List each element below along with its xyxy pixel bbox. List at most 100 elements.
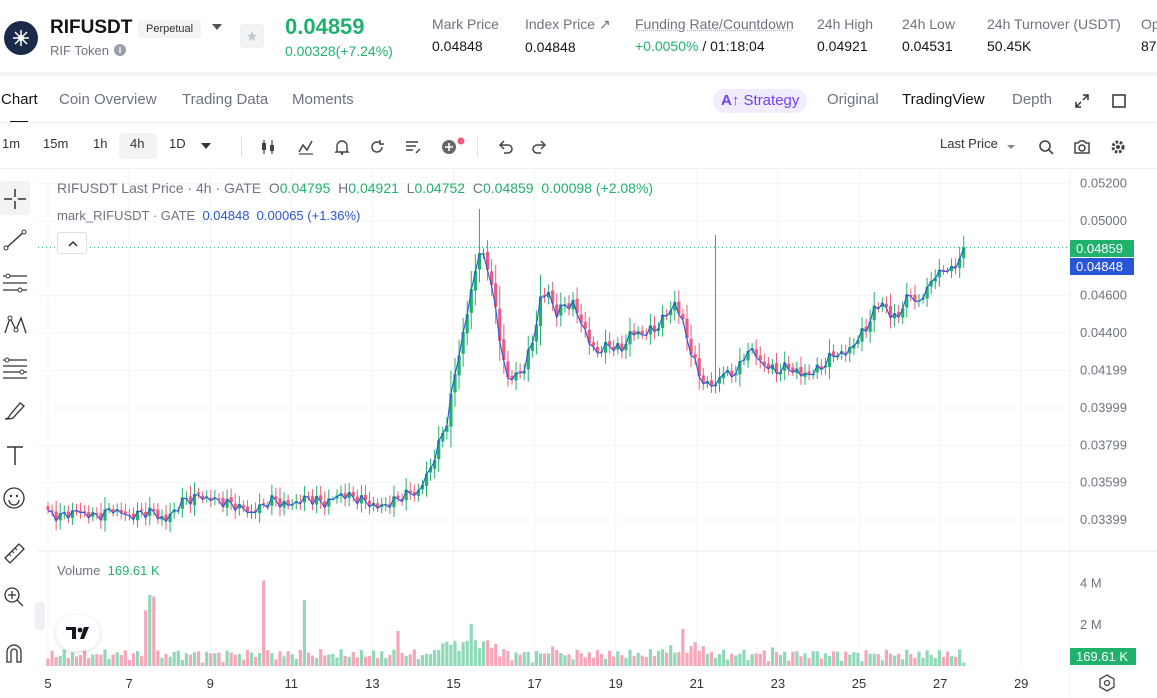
volume-bar [388, 654, 392, 666]
chevron-down-icon[interactable] [212, 24, 222, 30]
strategy-label: Strategy [743, 92, 800, 109]
window-icon[interactable] [1111, 93, 1127, 109]
volume-bar [840, 660, 844, 666]
tab-tradingview[interactable]: TradingView [902, 91, 985, 108]
camera-icon[interactable] [1073, 138, 1091, 156]
zoom-in-icon[interactable] [2, 585, 28, 609]
interval-4h[interactable]: 4h [130, 136, 145, 151]
fullscreen-icon[interactable] [1074, 93, 1090, 109]
time-axis-ticks: 5 7 9 11 13 15 17 19 21 23 25 27 29 [44, 676, 1028, 691]
volume-bar [603, 659, 608, 666]
interval-1h[interactable]: 1h [93, 136, 108, 151]
candle-body [457, 355, 461, 376]
magnet-icon[interactable] [2, 642, 28, 666]
volume-bar [184, 653, 188, 666]
undo-icon[interactable] [496, 138, 514, 156]
volume-bar [490, 647, 494, 666]
trend-line-icon[interactable] [2, 228, 28, 252]
redo-icon[interactable] [531, 138, 549, 156]
crosshair-icon[interactable] [2, 187, 28, 211]
settings-gear-icon[interactable] [1109, 138, 1127, 156]
volume-bar [327, 654, 331, 666]
search-icon[interactable] [1037, 138, 1055, 156]
volume-bar [892, 655, 897, 666]
volume-bar [848, 654, 852, 666]
tradingview-logo[interactable] [56, 615, 100, 651]
brush-icon[interactable] [2, 399, 28, 423]
candle-body [844, 352, 848, 355]
volume-bar [547, 653, 551, 666]
replay-icon[interactable] [368, 138, 386, 156]
add-chart-icon[interactable] [440, 136, 466, 156]
candle-body [624, 343, 628, 351]
stat-label: 24h Low [902, 16, 955, 32]
volume-bar [192, 652, 197, 666]
candle-body [648, 325, 652, 335]
candle-body [913, 294, 917, 301]
price-type-select[interactable]: Last Price [940, 136, 998, 151]
volume-bar [262, 580, 266, 666]
favorite-star-icon[interactable]: ★ [240, 24, 264, 48]
volume-bar [542, 653, 547, 666]
candle-body [408, 490, 412, 493]
candle-body [201, 495, 205, 499]
volume-bar [99, 654, 103, 666]
candle-type-icon[interactable] [259, 138, 277, 156]
volume-bar [937, 650, 941, 666]
volume-bar [331, 653, 335, 666]
fibonacci-icon[interactable] [2, 356, 28, 380]
volume-bar [485, 640, 490, 666]
interval-active-bg [119, 133, 157, 159]
emoji-icon[interactable] [2, 486, 28, 510]
candle-body [962, 247, 966, 259]
price-type-dropdown-icon[interactable] [1006, 143, 1016, 151]
legend-c-label: C [472, 180, 483, 196]
volume-bar [54, 656, 58, 666]
candle-body [559, 304, 563, 316]
tab-trading-data[interactable]: Trading Data [182, 91, 269, 108]
stat-label[interactable]: Index Price ↗ [525, 16, 611, 32]
toolbar-collapse-handle[interactable] [35, 602, 45, 630]
candle-body [787, 363, 791, 369]
interval-1m[interactable]: 1m [2, 136, 21, 151]
axis-settings-icon[interactable] [1098, 674, 1116, 692]
legend-collapse-button[interactable] [57, 232, 87, 254]
tab-coin-overview[interactable]: Coin Overview [59, 91, 157, 108]
volume-bar [880, 660, 884, 666]
volume-bar [925, 650, 929, 666]
price-axis-ticks: 0.05200 0.05000 0.04600 0.04400 0.04199 0.039… [1080, 176, 1127, 527]
chart-grid [38, 170, 1070, 668]
symbol-name[interactable]: RIFUSDT [50, 17, 133, 38]
volume-value: 169.61 K [107, 563, 160, 578]
time-tick-label: 11 [285, 676, 299, 691]
volume-bar [502, 649, 506, 666]
info-icon[interactable]: i [114, 44, 126, 56]
volume-bar [595, 650, 600, 666]
tab-moments[interactable]: Moments [292, 91, 354, 108]
ruler-icon[interactable] [2, 541, 28, 565]
candle-body [424, 473, 429, 486]
tab-original[interactable]: Original [827, 91, 879, 108]
volume-bar [905, 649, 909, 666]
volume-tag: 169.61 K [1070, 648, 1136, 665]
interval-1d[interactable]: 1D [169, 136, 186, 151]
horizontal-lines-icon[interactable] [2, 271, 28, 295]
interval-15m[interactable]: 15m [43, 136, 69, 151]
pattern-icon[interactable] [2, 313, 28, 337]
text-icon[interactable] [2, 443, 28, 467]
templates-icon[interactable] [404, 138, 422, 156]
candle-body [856, 340, 860, 344]
indicators-icon[interactable] [297, 138, 315, 156]
alert-bell-icon[interactable] [333, 138, 351, 156]
stat-index-price[interactable]: Index Price ↗ 0.04848 [525, 16, 611, 55]
candle-body [860, 328, 864, 342]
interval-dropdown-icon[interactable] [200, 141, 212, 151]
volume-bar [787, 660, 791, 666]
volume-bar [253, 657, 258, 666]
tab-chart[interactable]: Chart [1, 91, 38, 108]
tab-depth[interactable]: Depth [1012, 91, 1053, 108]
last-price-tag: 0.04859 [1070, 240, 1134, 257]
strategy-button[interactable]: A↑ Strategy [713, 89, 808, 113]
candle-body [591, 342, 595, 347]
